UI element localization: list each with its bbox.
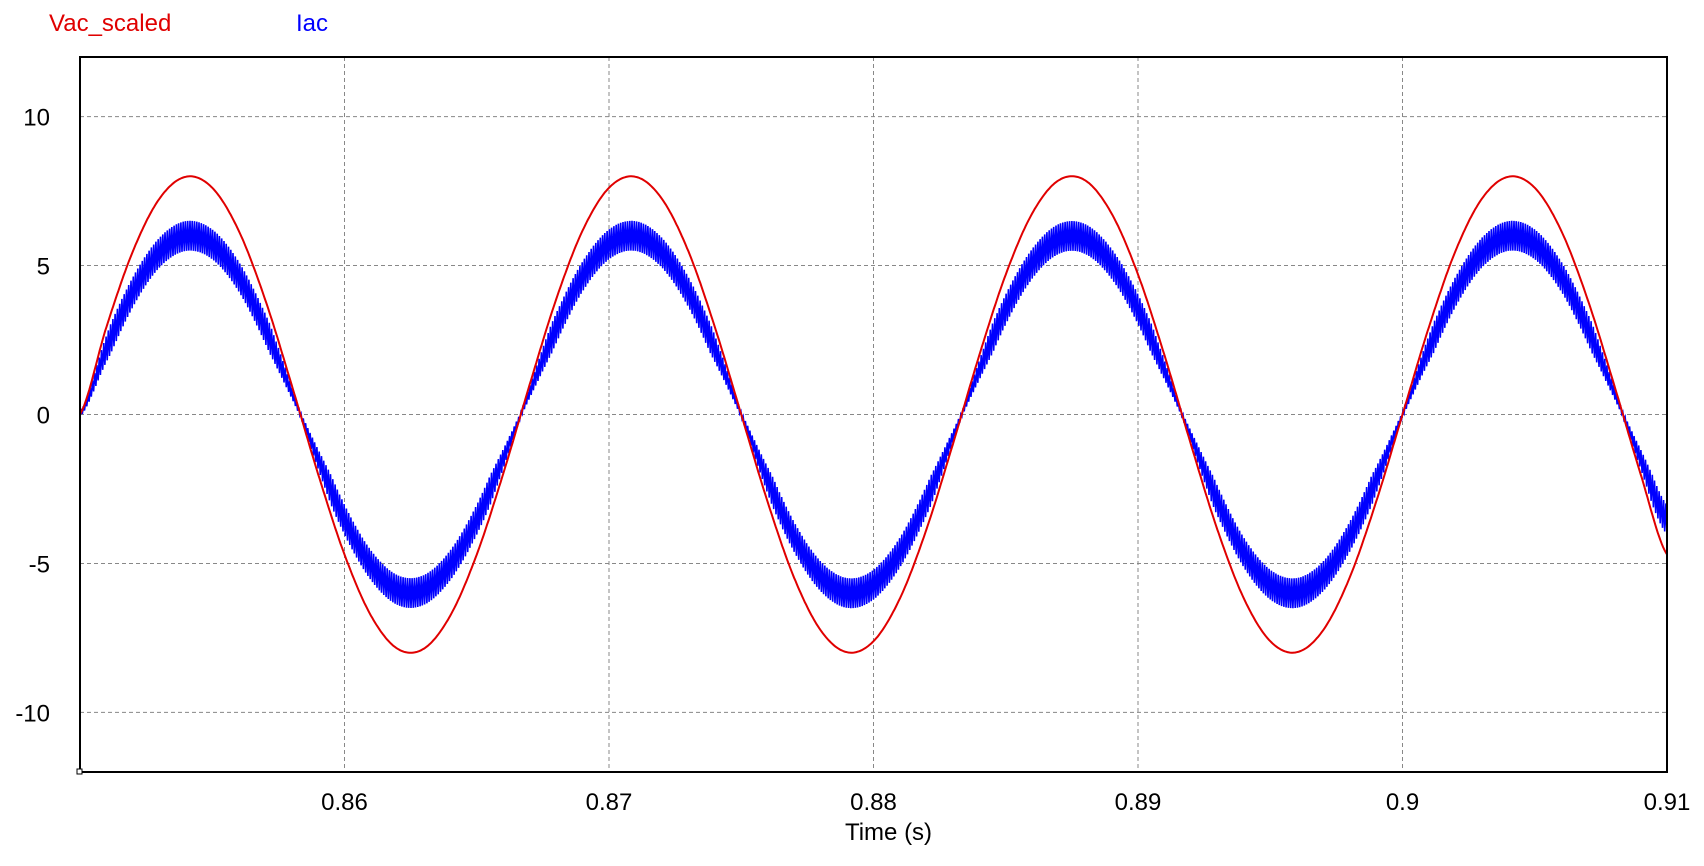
x-tick-label: 0.88: [850, 789, 897, 816]
x-tick-label: 0.87: [586, 789, 633, 816]
x-tick-label: 0.86: [321, 789, 368, 816]
y-tick-label: 0: [37, 403, 50, 430]
legend-vac-scaled: Vac_scaled: [49, 10, 172, 37]
legend-iac: Iac: [296, 10, 329, 37]
y-tick-label: -5: [29, 551, 50, 578]
y-tick-label: 5: [37, 254, 50, 281]
y-tick-label: -10: [15, 700, 50, 727]
plot-frame: [79, 56, 1668, 773]
series-vac-scaled: [79, 175, 1668, 654]
x-tick-label: 0.89: [1115, 789, 1162, 816]
y-tick-label: 10: [23, 105, 50, 132]
x-axis-label: Time (s): [845, 819, 932, 846]
x-tick-label: 0.9: [1386, 789, 1419, 816]
origin-marker: [76, 768, 83, 775]
x-tick-label: 0.91: [1644, 789, 1691, 816]
